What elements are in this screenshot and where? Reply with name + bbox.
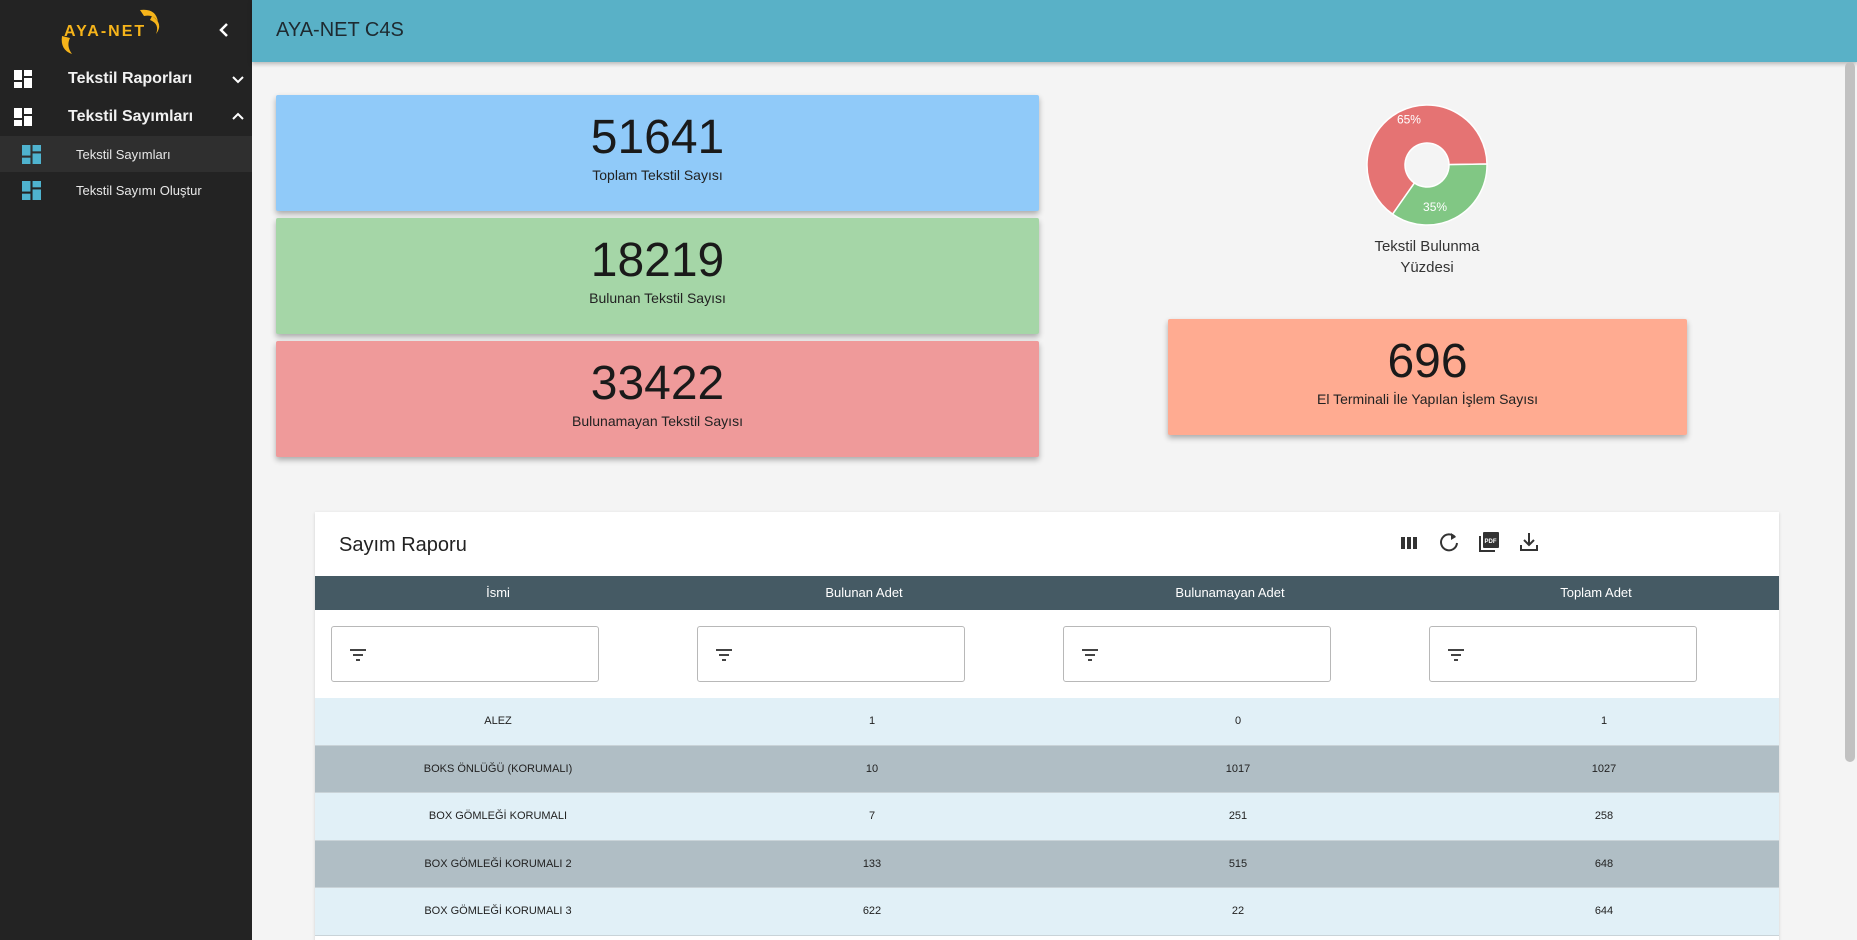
found-percentage-chart: 65% 35% bbox=[1362, 100, 1492, 230]
sidebar-item-tekstil-sayimi-olustur[interactable]: Tekstil Sayımı Oluştur bbox=[0, 172, 252, 208]
sidebar-item-tekstil-sayimlari[interactable]: Tekstil Sayımları bbox=[0, 136, 252, 172]
cell-name: ALEZ bbox=[484, 715, 512, 728]
missing-textile-card: 33422 Bulunamayan Tekstil Sayısı bbox=[276, 341, 1039, 457]
cell-name: BOX GÖMLEĞİ KORUMALI 2 bbox=[424, 857, 572, 870]
donut-svg: 65% 35% bbox=[1366, 104, 1488, 226]
table-row[interactable]: BOX GÖMLEĞİ KORUMALI 7 251 258 bbox=[315, 793, 1779, 841]
chevron-down-icon bbox=[232, 76, 244, 84]
pie-slice[interactable] bbox=[1391, 163, 1488, 226]
chart-title-line2: Yüzdesi bbox=[1400, 259, 1454, 276]
cell-missing: 251 bbox=[1228, 810, 1248, 823]
column-header-missing[interactable]: Bulunamayan Adet bbox=[1175, 585, 1285, 600]
stat-value: 696 bbox=[1387, 335, 1468, 388]
sidebar-item-label: Tekstil Sayımı Oluştur bbox=[76, 183, 202, 198]
table-row[interactable]: ALEZ 1 0 1 bbox=[315, 698, 1779, 746]
stat-label: Toplam Tekstil Sayısı bbox=[592, 167, 723, 183]
refresh-icon[interactable] bbox=[1435, 528, 1463, 556]
cell-total: 648 bbox=[1594, 857, 1614, 870]
download-icon[interactable] bbox=[1515, 528, 1543, 556]
page-title: AYA-NET C4S bbox=[276, 19, 404, 41]
filter-total-field[interactable] bbox=[1429, 626, 1697, 682]
menu-group-label: Tekstil Raporları bbox=[68, 70, 193, 87]
menu-group-tekstil-raporlari[interactable]: Tekstil Raporları bbox=[0, 60, 252, 98]
cell-found: 622 bbox=[862, 905, 882, 918]
table-header: İsmi Bulunan Adet Bulunamayan Adet Topla… bbox=[315, 576, 1779, 610]
cell-total: 258 bbox=[1594, 810, 1614, 823]
cell-found: 1 bbox=[868, 715, 876, 728]
svg-text:PDF: PDF bbox=[1485, 539, 1497, 545]
stat-value: 18219 bbox=[590, 234, 725, 287]
total-textile-card: 51641 Toplam Tekstil Sayısı bbox=[276, 95, 1039, 211]
stat-label: Bulunan Tekstil Sayısı bbox=[589, 290, 726, 306]
report-title: Sayım Raporu bbox=[339, 534, 467, 556]
found-textile-card: 18219 Bulunan Tekstil Sayısı bbox=[276, 218, 1039, 334]
chart-title: Tekstil Bulunma Yüzdesi bbox=[1352, 236, 1502, 278]
cell-found: 133 bbox=[862, 857, 882, 870]
filter-icon bbox=[350, 649, 366, 661]
stat-label: El Terminali İle Yapılan İşlem Sayısı bbox=[1317, 391, 1538, 407]
stat-label: Bulunamayan Tekstil Sayısı bbox=[572, 413, 743, 429]
columns-icon[interactable] bbox=[1395, 528, 1423, 556]
filter-missing-field[interactable] bbox=[1063, 626, 1331, 682]
dashboard-icon bbox=[22, 145, 41, 164]
slice-label: 35% bbox=[1423, 200, 1447, 214]
sidebar-item-label: Tekstil Sayımları bbox=[76, 147, 171, 162]
table-body: ALEZ 1 0 1 BOKS ÖNLÜĞÜ (KORUMALI) 10 101… bbox=[315, 698, 1779, 936]
app-logo[interactable]: AYA-NET bbox=[56, 6, 168, 56]
column-header-total[interactable]: Toplam Adet bbox=[1560, 585, 1632, 600]
sidebar: AYA-NET Tekstil Raporları Tekstil Sayıml… bbox=[0, 0, 252, 940]
cell-missing: 22 bbox=[1231, 905, 1245, 918]
cell-name: BOKS ÖNLÜĞÜ (KORUMALI) bbox=[423, 762, 573, 775]
logo-row: AYA-NET bbox=[0, 0, 252, 60]
cell-name: BOX GÖMLEĞİ KORUMALI 3 bbox=[424, 905, 572, 918]
cell-found: 10 bbox=[865, 762, 879, 775]
filter-found-input[interactable] bbox=[746, 637, 946, 673]
filter-icon bbox=[1448, 649, 1464, 661]
filter-icon bbox=[716, 649, 732, 661]
filter-missing-input[interactable] bbox=[1112, 637, 1312, 673]
cell-missing: 0 bbox=[1234, 715, 1242, 728]
collapse-sidebar-button[interactable] bbox=[214, 18, 234, 42]
filter-name-field[interactable] bbox=[331, 626, 599, 682]
menu-group-label: Tekstil Sayımları bbox=[68, 108, 194, 125]
table-row[interactable]: BOX GÖMLEĞİ KORUMALI 3 622 22 644 bbox=[315, 888, 1779, 936]
filter-name-input[interactable] bbox=[380, 637, 580, 673]
cell-name: BOX GÖMLEĞİ KORUMALI bbox=[428, 810, 568, 823]
cell-missing: 515 bbox=[1228, 857, 1248, 870]
cell-total: 644 bbox=[1594, 905, 1614, 918]
cell-total: 1 bbox=[1600, 715, 1608, 728]
cell-missing: 1017 bbox=[1225, 762, 1251, 775]
top-app-bar: AYA-NET C4S bbox=[252, 0, 1857, 62]
filter-icon bbox=[1082, 649, 1098, 661]
terminal-operations-card: 696 El Terminali İle Yapılan İşlem Sayıs… bbox=[1168, 319, 1687, 435]
slice-label: 65% bbox=[1397, 112, 1421, 126]
dashboard-icon bbox=[14, 108, 32, 126]
menu-group-tekstil-sayimlari[interactable]: Tekstil Sayımları bbox=[0, 98, 252, 136]
filter-row bbox=[315, 610, 1779, 698]
filter-total-input[interactable] bbox=[1478, 637, 1678, 673]
chevron-up-icon bbox=[232, 112, 244, 120]
dashboard-icon bbox=[22, 181, 41, 200]
cell-found: 7 bbox=[868, 810, 876, 823]
chart-title-line1: Tekstil Bulunma bbox=[1374, 238, 1480, 255]
filter-found-field[interactable] bbox=[697, 626, 965, 682]
page-scrollbar[interactable] bbox=[1845, 62, 1855, 762]
svg-text:AYA-NET: AYA-NET bbox=[64, 23, 146, 40]
stat-value: 33422 bbox=[590, 357, 725, 410]
cell-total: 1027 bbox=[1591, 762, 1617, 775]
dashboard-icon bbox=[14, 70, 32, 88]
column-header-name[interactable]: İsmi bbox=[486, 585, 510, 600]
column-header-found[interactable]: Bulunan Adet bbox=[825, 585, 903, 600]
pdf-icon[interactable]: PDF bbox=[1475, 528, 1503, 556]
count-report-panel: Sayım Raporu PDF İsmi Bulunan Adet Bulun… bbox=[315, 512, 1779, 940]
table-row[interactable]: BOX GÖMLEĞİ KORUMALI 2 133 515 648 bbox=[315, 840, 1779, 888]
pie-slice[interactable] bbox=[1366, 104, 1488, 216]
table-row[interactable]: BOKS ÖNLÜĞÜ (KORUMALI) 10 1017 1027 bbox=[315, 745, 1779, 793]
stat-value: 51641 bbox=[590, 111, 725, 164]
